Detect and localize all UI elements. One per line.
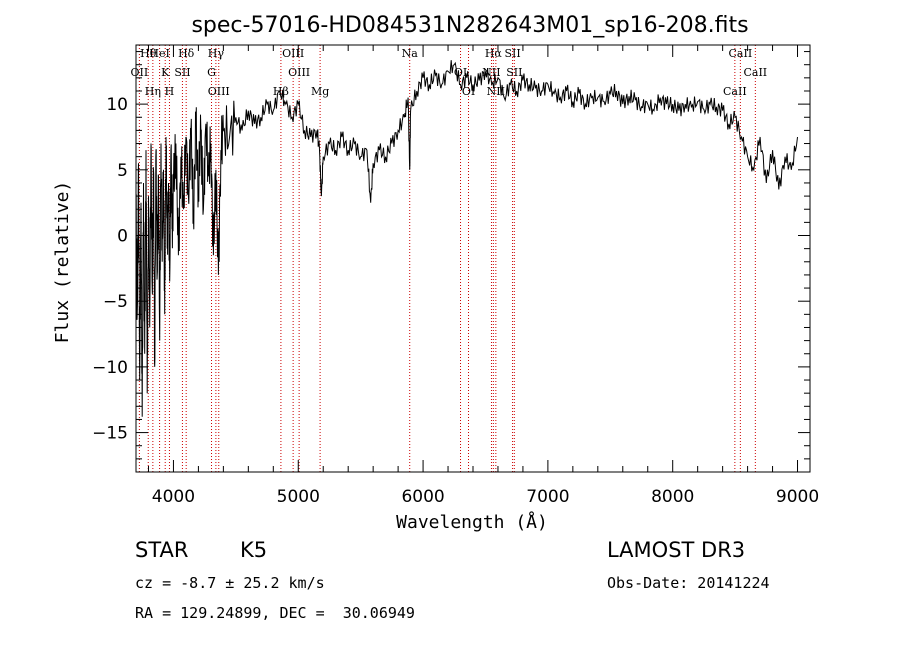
reference-line-label: OIII — [208, 85, 230, 98]
object-class: STAR — [135, 538, 189, 562]
x-tick-label: 4000 — [152, 487, 195, 507]
chart-title: spec-57016-HD084531N282643M01_sp16-208.f… — [191, 13, 748, 38]
y-tick-label: 5 — [117, 161, 128, 181]
x-tick-label: 5000 — [277, 487, 320, 507]
y-tick-label: −5 — [103, 292, 128, 312]
reference-line-label: Na — [402, 47, 419, 60]
reference-line-label: OIII — [288, 66, 310, 79]
coordinates: RA = 129.24899, DEC = 30.06949 — [135, 604, 415, 622]
reference-line-label: Hγ — [208, 47, 225, 60]
reference-line-label: K — [161, 66, 170, 79]
x-tick-label: 7000 — [526, 487, 569, 507]
y-axis-label: Flux (relative) — [52, 181, 73, 344]
reference-lines — [138, 45, 756, 472]
object-subclass: K5 — [240, 538, 268, 562]
reference-line-label: CaII — [729, 47, 753, 60]
reference-line-label: CaII — [743, 66, 767, 79]
x-axis-label: Wavelength (Å) — [396, 511, 548, 533]
reference-line-label: H — [165, 85, 175, 98]
x-tick-label: 9000 — [776, 487, 819, 507]
reference-line-label: Hη — [145, 85, 161, 98]
reference-line-label: G — [207, 66, 216, 79]
x-tick-label: 6000 — [401, 487, 444, 507]
y-tick-label: 10 — [106, 95, 128, 115]
y-axis-ticks: −15 −10 −5 0 5 10 — [92, 51, 810, 460]
reference-line-label: CaII — [723, 85, 747, 98]
reference-line-label: SII — [174, 66, 190, 79]
reference-line-label: Mg — [311, 85, 329, 98]
y-tick-label: −15 — [92, 424, 128, 444]
x-axis-ticks: 4000 5000 6000 7000 8000 9000 — [147, 45, 819, 507]
survey-name: LAMOST DR3 — [607, 538, 746, 562]
obs-date: Obs-Date: 20141224 — [607, 574, 770, 592]
reference-line-label: OII — [131, 66, 149, 79]
reference-line-label: SII — [506, 66, 522, 79]
x-tick-label: 8000 — [651, 487, 694, 507]
reference-line-label: SII — [504, 47, 520, 60]
reference-line-label: HeI — [149, 47, 169, 60]
reference-line-label: Hθ — [140, 47, 157, 60]
reference-line-label: Hδ — [178, 47, 195, 60]
redshift-text: cz = -8.7 ± 25.2 km/s — [135, 574, 325, 592]
spectrum-line — [135, 60, 798, 417]
y-tick-label: −10 — [92, 358, 128, 378]
reference-line-label: OIII — [282, 47, 304, 60]
y-tick-label: 0 — [117, 227, 128, 247]
reference-line-label: Hα — [485, 47, 503, 60]
reference-line-labels: HθOIIHηHeIKHHδSIIOIIIHγGHβOIIIOIIIMgNaOI… — [131, 47, 768, 98]
